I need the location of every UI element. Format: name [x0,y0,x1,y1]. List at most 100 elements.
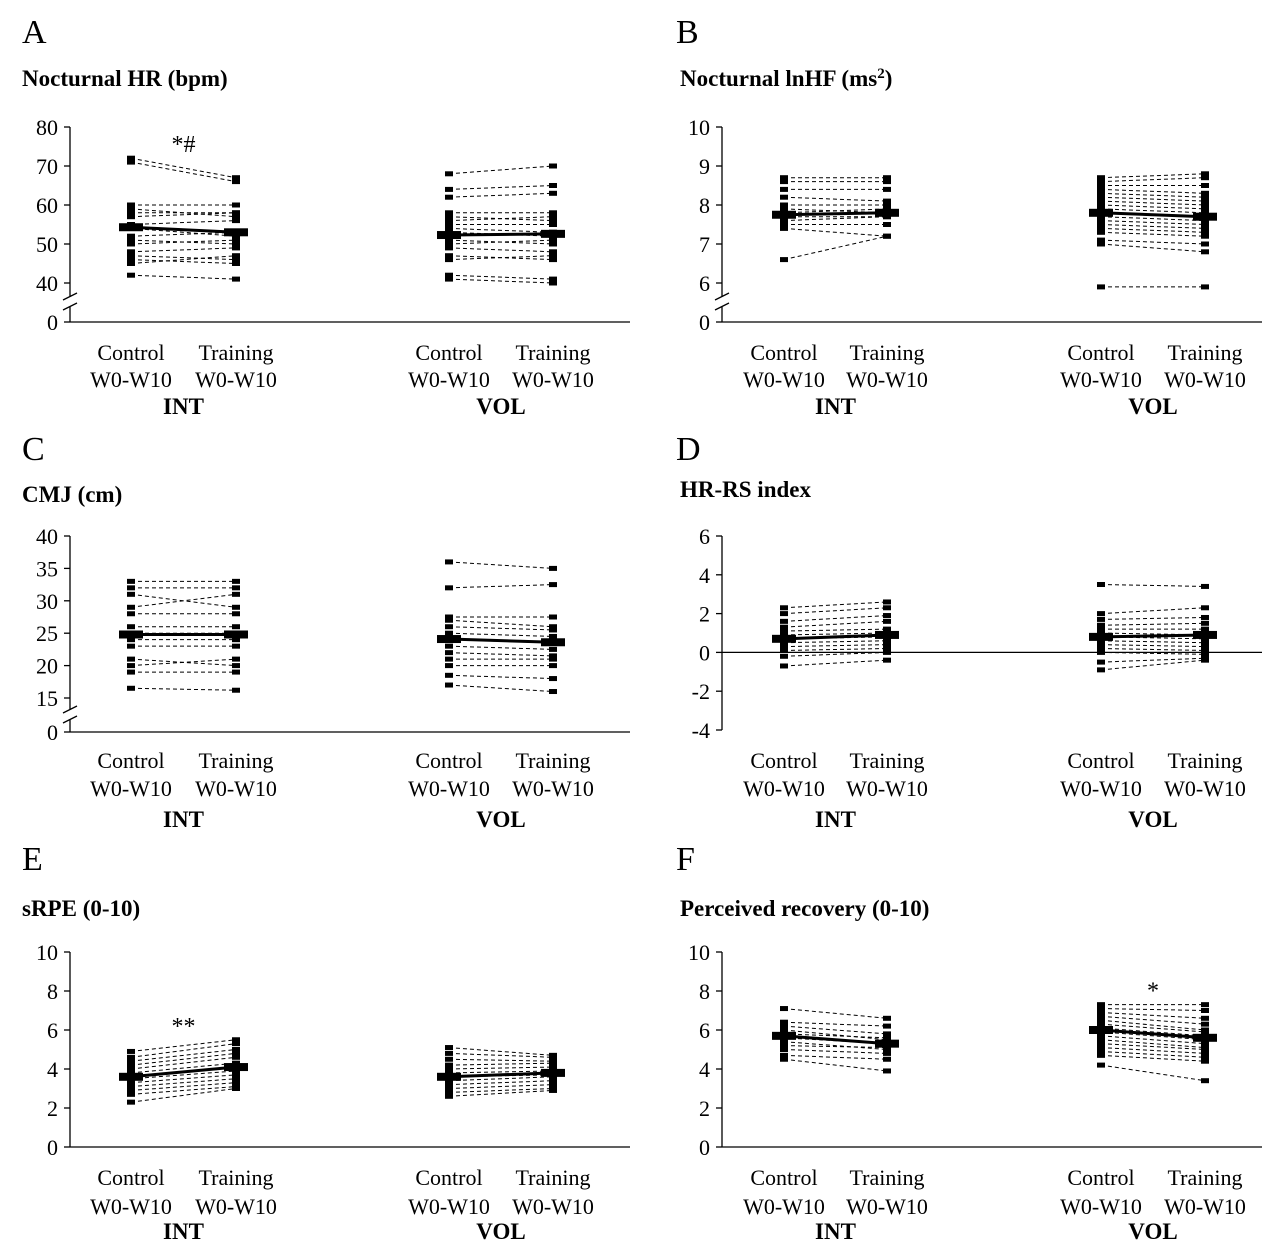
individual-point [445,672,453,678]
individual-point [883,613,891,619]
individual-point [127,155,135,161]
individual-point [780,628,788,634]
individual-line [130,157,237,179]
individual-point [1097,225,1105,231]
individual-point [883,1068,891,1074]
individual-point [1097,175,1105,181]
individual-point [1201,171,1209,177]
individual-point [232,257,240,263]
mean-line [1100,633,1206,639]
individual-point [780,1039,788,1045]
individual-point [1097,616,1105,622]
individual-point [127,257,135,263]
mean-marker [772,1031,796,1040]
individual-point [1097,229,1105,235]
individual-point [127,1054,135,1060]
individual-point [1201,1054,1209,1060]
individual-line [130,255,237,264]
y-tick-label: 50 [36,232,58,257]
individual-point [1097,1052,1105,1058]
individual-point [549,582,557,588]
individual-point [445,1066,453,1072]
individual-point [780,186,788,192]
individual-point [445,1082,453,1088]
mean-marker [224,228,248,237]
individual-point [1097,1009,1105,1015]
individual-line [1100,1039,1206,1049]
individual-point [1097,222,1105,227]
individual-point [1097,1037,1105,1043]
individual-point [445,663,453,669]
x-tick-sublabel: W0-W10 [846,367,928,392]
individual-point [780,1023,788,1029]
individual-point [1097,1045,1105,1051]
individual-point [780,1052,788,1058]
y-tick-label: 2 [699,1096,710,1121]
y-tick-label: 40 [36,271,58,296]
individual-line [783,632,888,636]
individual-point [232,179,240,185]
individual-point [780,611,788,617]
individual-line [130,1052,237,1066]
title-superscript: 2 [877,66,885,82]
y-tick-label: 0 [47,1135,58,1160]
individual-point [1097,284,1105,290]
x-tick-label: Control [415,340,482,365]
mean-marker [119,630,143,639]
individual-line [130,1049,237,1062]
x-tick-sublabel: W0-W10 [195,1194,277,1219]
x-tick-sublabel: W0-W10 [743,1194,825,1219]
individual-line [783,607,888,615]
mean-marker [875,208,899,217]
individual-point [549,241,557,247]
individual-point [445,214,453,220]
group-label: VOL [1128,807,1177,832]
title-end: ) [885,66,893,91]
individual-line [783,648,888,651]
y-tick-label: 6 [699,271,710,296]
individual-line [130,227,237,237]
individual-point [127,1099,135,1105]
individual-line [1100,239,1206,245]
mean-marker [541,229,565,238]
individual-point [232,261,240,266]
individual-line [1100,1019,1206,1031]
individual-point [445,272,453,278]
panel-title: CMJ (cm) [22,482,122,507]
x-tick-label: Control [750,1165,817,1190]
individual-point [445,218,453,224]
individual-point [445,656,453,662]
x-tick-label: Control [750,340,817,365]
individual-point [549,183,557,188]
individual-point [232,1080,240,1086]
mean-marker [437,231,461,240]
individual-line [783,601,888,609]
mean-line [783,211,888,217]
individual-point [1097,183,1105,188]
group-label: INT [163,807,204,832]
individual-point [232,1086,240,1091]
individual-line [448,165,554,175]
individual-line [783,644,888,648]
individual-point [127,611,135,617]
individual-point [232,591,240,597]
individual-point [549,237,557,243]
group-label: INT [815,807,856,832]
individual-point [232,656,240,662]
individual-line [448,1088,554,1093]
individual-line [783,651,888,657]
individual-line [783,216,888,222]
individual-point [127,1080,135,1086]
individual-point [445,222,453,227]
y-tick-label: 8 [47,979,58,1004]
individual-point [883,175,891,181]
individual-line [130,658,237,667]
panel-letter: F [676,841,695,878]
individual-line [448,652,554,657]
panel-letter: B [676,14,699,51]
